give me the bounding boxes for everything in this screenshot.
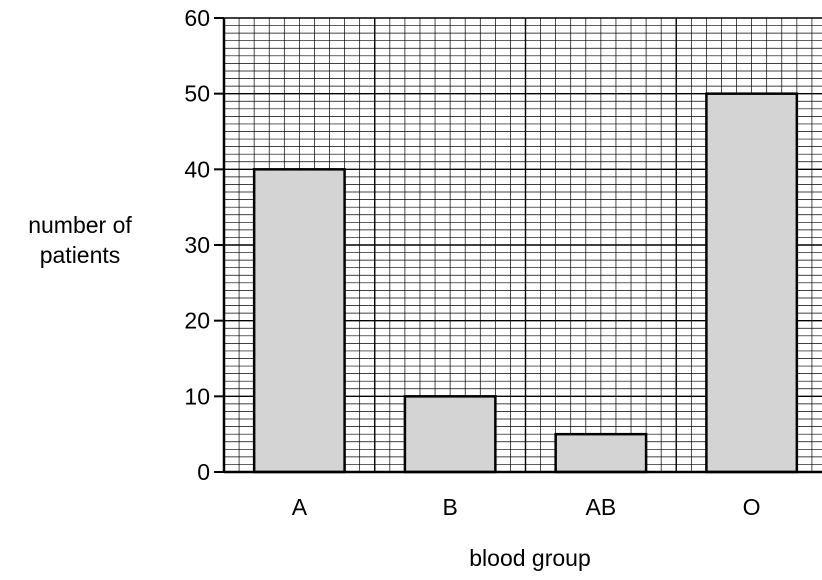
y-tick-label: 40 [184,156,210,182]
x-tick-label: O [743,494,761,520]
y-tick-label: 20 [184,308,210,334]
bar-o [705,92,799,474]
x-tick-label: A [292,494,308,520]
axes [214,17,822,474]
y-tick-label: 0 [197,459,210,485]
y-tick-label: 50 [184,81,210,107]
x-tick-labels: A B AB O [292,494,761,520]
y-tick-label: 10 [184,383,210,409]
bar-b [403,395,497,474]
x-tick-label: B [442,494,457,520]
y-tick-label: 60 [184,5,210,31]
y-axis-label: number of patients [4,210,156,270]
bar-ab [554,432,648,474]
y-tick-labels: 0 10 20 30 40 50 60 [184,5,210,485]
y-tick-label: 30 [184,232,210,258]
bars [252,92,799,474]
x-tick-label: AB [586,494,617,520]
y-axis-label-line-2: patients [39,242,121,268]
bar-a [252,168,346,474]
x-axis-label: blood group [469,545,591,571]
y-axis-label-line-1: number of [28,212,132,238]
